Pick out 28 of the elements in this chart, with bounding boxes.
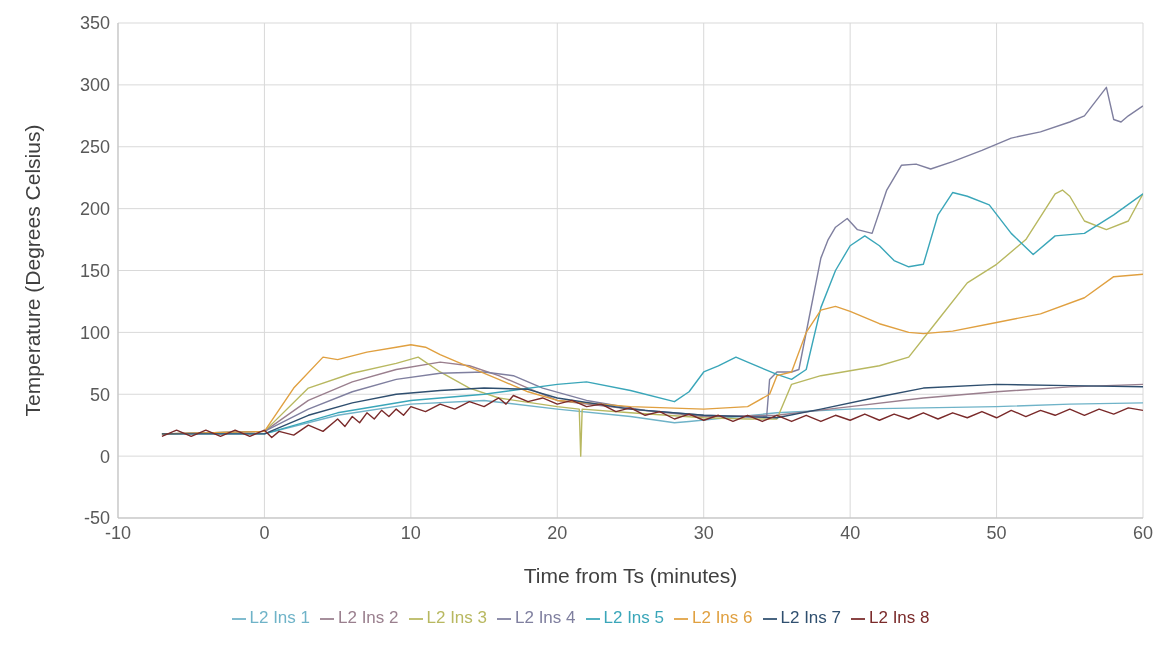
legend-label: L2 Ins 5: [603, 608, 664, 627]
y-tick-label: 300: [79, 75, 110, 96]
x-axis-title: Time from Ts (minutes): [523, 564, 738, 587]
line-series: [161, 394, 1143, 439]
line-series: [161, 383, 1143, 435]
legend-label: L2 Ins 1: [249, 608, 310, 627]
x-tick-label: 40: [840, 522, 861, 543]
legend-label: L2 Ins 6: [692, 608, 753, 627]
y-tick-label: 0: [99, 446, 110, 467]
x-tick-label: 30: [693, 522, 714, 543]
y-tick-label: -50: [83, 508, 110, 529]
y-tick-label: 250: [79, 137, 110, 158]
x-tick-label: 10: [400, 522, 421, 543]
y-tick-label: 100: [79, 322, 110, 343]
legend-label: L2 Ins 7: [780, 608, 841, 627]
legend-label: L2 Ins 3: [426, 608, 487, 627]
x-tick-label: 50: [986, 522, 1007, 543]
y-tick-label: 50: [89, 384, 110, 405]
x-tick-label: 60: [1132, 522, 1154, 543]
y-tick-label: 200: [79, 199, 110, 220]
y-axis-title: Temperature (Degrees Celsius): [21, 124, 45, 417]
legend-label: L2 Ins 2: [338, 608, 399, 627]
x-tick-label: 0: [259, 522, 270, 543]
x-tick-label: 20: [547, 522, 568, 543]
legend-label: L2 Ins 4: [515, 608, 576, 627]
y-tick-label: 350: [79, 13, 110, 34]
legend-label: L2 Ins 8: [869, 608, 930, 627]
y-tick-label: 150: [79, 260, 110, 281]
